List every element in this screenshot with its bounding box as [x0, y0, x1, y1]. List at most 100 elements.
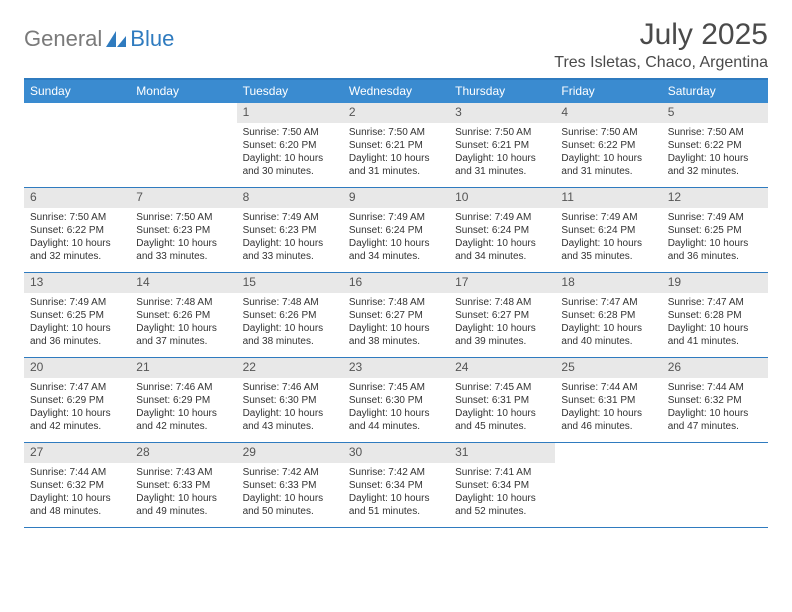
sunrise-text: Sunrise: 7:42 AM — [243, 466, 337, 479]
daylight-text: Daylight: 10 hours and 42 minutes. — [136, 407, 230, 433]
sunset-text: Sunset: 6:25 PM — [30, 309, 124, 322]
daylight-text: Daylight: 10 hours and 35 minutes. — [561, 237, 655, 263]
day-cell: 3Sunrise: 7:50 AMSunset: 6:21 PMDaylight… — [449, 103, 555, 187]
logo: General Blue — [24, 18, 174, 52]
day-cell: 24Sunrise: 7:45 AMSunset: 6:31 PMDayligh… — [449, 358, 555, 442]
sunset-text: Sunset: 6:34 PM — [455, 479, 549, 492]
day-cell: 25Sunrise: 7:44 AMSunset: 6:31 PMDayligh… — [555, 358, 661, 442]
sunset-text: Sunset: 6:31 PM — [561, 394, 655, 407]
day-number: 9 — [343, 188, 449, 208]
day-header: Saturday — [662, 80, 768, 103]
day-cell: 30Sunrise: 7:42 AMSunset: 6:34 PMDayligh… — [343, 443, 449, 527]
sunset-text: Sunset: 6:21 PM — [455, 139, 549, 152]
day-number: 25 — [555, 358, 661, 378]
daylight-text: Daylight: 10 hours and 42 minutes. — [30, 407, 124, 433]
sunrise-text: Sunrise: 7:44 AM — [561, 381, 655, 394]
sunrise-text: Sunrise: 7:42 AM — [349, 466, 443, 479]
sunset-text: Sunset: 6:26 PM — [243, 309, 337, 322]
week-row: 20Sunrise: 7:47 AMSunset: 6:29 PMDayligh… — [24, 358, 768, 443]
day-cell: 10Sunrise: 7:49 AMSunset: 6:24 PMDayligh… — [449, 188, 555, 272]
week-row: ..1Sunrise: 7:50 AMSunset: 6:20 PMDaylig… — [24, 103, 768, 188]
day-header: Wednesday — [343, 80, 449, 103]
day-body: Sunrise: 7:46 AMSunset: 6:30 PMDaylight:… — [237, 378, 343, 437]
day-number: 21 — [130, 358, 236, 378]
daylight-text: Daylight: 10 hours and 31 minutes. — [561, 152, 655, 178]
daylight-text: Daylight: 10 hours and 48 minutes. — [30, 492, 124, 518]
sunrise-text: Sunrise: 7:49 AM — [30, 296, 124, 309]
sunrise-text: Sunrise: 7:41 AM — [455, 466, 549, 479]
sunrise-text: Sunrise: 7:44 AM — [30, 466, 124, 479]
day-header: Friday — [555, 80, 661, 103]
calendar: Sunday Monday Tuesday Wednesday Thursday… — [24, 78, 768, 528]
day-cell: . — [555, 443, 661, 527]
sunrise-text: Sunrise: 7:50 AM — [561, 126, 655, 139]
day-cell: 18Sunrise: 7:47 AMSunset: 6:28 PMDayligh… — [555, 273, 661, 357]
day-number: 23 — [343, 358, 449, 378]
day-body: Sunrise: 7:45 AMSunset: 6:30 PMDaylight:… — [343, 378, 449, 437]
sunset-text: Sunset: 6:34 PM — [349, 479, 443, 492]
daylight-text: Daylight: 10 hours and 34 minutes. — [455, 237, 549, 263]
month-title: July 2025 — [554, 18, 768, 52]
sunset-text: Sunset: 6:21 PM — [349, 139, 443, 152]
day-body: Sunrise: 7:49 AMSunset: 6:24 PMDaylight:… — [449, 208, 555, 267]
daylight-text: Daylight: 10 hours and 32 minutes. — [668, 152, 762, 178]
sunrise-text: Sunrise: 7:50 AM — [30, 211, 124, 224]
daylight-text: Daylight: 10 hours and 31 minutes. — [455, 152, 549, 178]
sunset-text: Sunset: 6:27 PM — [349, 309, 443, 322]
sunset-text: Sunset: 6:26 PM — [136, 309, 230, 322]
week-row: 6Sunrise: 7:50 AMSunset: 6:22 PMDaylight… — [24, 188, 768, 273]
sunset-text: Sunset: 6:22 PM — [561, 139, 655, 152]
sunrise-text: Sunrise: 7:47 AM — [30, 381, 124, 394]
day-body: Sunrise: 7:44 AMSunset: 6:32 PMDaylight:… — [24, 463, 130, 522]
day-number: 4 — [555, 103, 661, 123]
sunset-text: Sunset: 6:33 PM — [243, 479, 337, 492]
sunrise-text: Sunrise: 7:50 AM — [455, 126, 549, 139]
daylight-text: Daylight: 10 hours and 52 minutes. — [455, 492, 549, 518]
daylight-text: Daylight: 10 hours and 40 minutes. — [561, 322, 655, 348]
daylight-text: Daylight: 10 hours and 31 minutes. — [349, 152, 443, 178]
sail-icon — [104, 29, 128, 49]
day-header: Monday — [130, 80, 236, 103]
sunrise-text: Sunrise: 7:49 AM — [243, 211, 337, 224]
sunset-text: Sunset: 6:28 PM — [561, 309, 655, 322]
sunrise-text: Sunrise: 7:48 AM — [455, 296, 549, 309]
day-header: Tuesday — [237, 80, 343, 103]
day-body: Sunrise: 7:48 AMSunset: 6:26 PMDaylight:… — [130, 293, 236, 352]
weeks-container: ..1Sunrise: 7:50 AMSunset: 6:20 PMDaylig… — [24, 103, 768, 528]
day-number: 19 — [662, 273, 768, 293]
sunrise-text: Sunrise: 7:50 AM — [243, 126, 337, 139]
daylight-text: Daylight: 10 hours and 36 minutes. — [668, 237, 762, 263]
sunset-text: Sunset: 6:28 PM — [668, 309, 762, 322]
day-number: 6 — [24, 188, 130, 208]
day-number: 20 — [24, 358, 130, 378]
page: General Blue July 2025 Tres Isletas, Cha… — [0, 0, 792, 528]
sunset-text: Sunset: 6:31 PM — [455, 394, 549, 407]
day-number: 30 — [343, 443, 449, 463]
day-body: Sunrise: 7:48 AMSunset: 6:27 PMDaylight:… — [449, 293, 555, 352]
sunrise-text: Sunrise: 7:49 AM — [455, 211, 549, 224]
week-row: 13Sunrise: 7:49 AMSunset: 6:25 PMDayligh… — [24, 273, 768, 358]
day-body: Sunrise: 7:47 AMSunset: 6:28 PMDaylight:… — [662, 293, 768, 352]
day-cell: 13Sunrise: 7:49 AMSunset: 6:25 PMDayligh… — [24, 273, 130, 357]
day-body: Sunrise: 7:50 AMSunset: 6:22 PMDaylight:… — [662, 123, 768, 182]
day-cell: 29Sunrise: 7:42 AMSunset: 6:33 PMDayligh… — [237, 443, 343, 527]
day-body: Sunrise: 7:50 AMSunset: 6:21 PMDaylight:… — [449, 123, 555, 182]
day-number: 15 — [237, 273, 343, 293]
daylight-text: Daylight: 10 hours and 47 minutes. — [668, 407, 762, 433]
day-number: 29 — [237, 443, 343, 463]
day-cell: 2Sunrise: 7:50 AMSunset: 6:21 PMDaylight… — [343, 103, 449, 187]
daylight-text: Daylight: 10 hours and 43 minutes. — [243, 407, 337, 433]
day-cell: 22Sunrise: 7:46 AMSunset: 6:30 PMDayligh… — [237, 358, 343, 442]
day-body: Sunrise: 7:41 AMSunset: 6:34 PMDaylight:… — [449, 463, 555, 522]
day-body: Sunrise: 7:45 AMSunset: 6:31 PMDaylight:… — [449, 378, 555, 437]
day-cell: 23Sunrise: 7:45 AMSunset: 6:30 PMDayligh… — [343, 358, 449, 442]
daylight-text: Daylight: 10 hours and 45 minutes. — [455, 407, 549, 433]
day-number: 31 — [449, 443, 555, 463]
day-number: 11 — [555, 188, 661, 208]
day-body: Sunrise: 7:49 AMSunset: 6:25 PMDaylight:… — [662, 208, 768, 267]
day-body: Sunrise: 7:42 AMSunset: 6:34 PMDaylight:… — [343, 463, 449, 522]
day-body: Sunrise: 7:49 AMSunset: 6:24 PMDaylight:… — [555, 208, 661, 267]
sunrise-text: Sunrise: 7:47 AM — [561, 296, 655, 309]
day-body: Sunrise: 7:49 AMSunset: 6:25 PMDaylight:… — [24, 293, 130, 352]
day-body: Sunrise: 7:48 AMSunset: 6:26 PMDaylight:… — [237, 293, 343, 352]
